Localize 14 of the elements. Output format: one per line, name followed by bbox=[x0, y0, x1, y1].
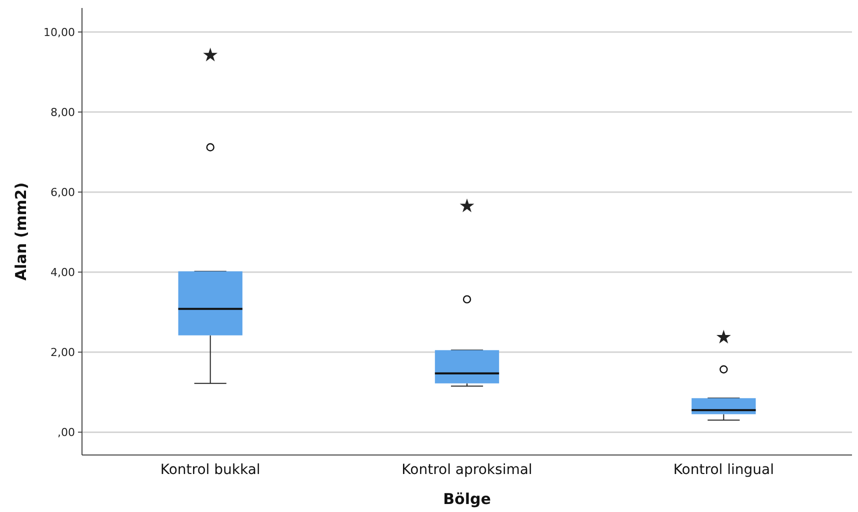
point bbox=[204, 48, 217, 61]
y-tick-label: ,00 bbox=[58, 426, 75, 440]
point bbox=[460, 200, 474, 212]
point bbox=[717, 330, 730, 343]
y-tick-label: 8,00 bbox=[50, 106, 75, 119]
y-tick-label: 4,00 bbox=[50, 266, 75, 279]
x-axis-title: Bölge bbox=[443, 490, 491, 508]
y-tick-label: 2,00 bbox=[50, 346, 75, 360]
y-tick-label: 6,00 bbox=[50, 186, 75, 199]
x-tick-label: Kontrol bukkal bbox=[160, 462, 260, 478]
y-axis-title: Alan (mm2) bbox=[12, 182, 30, 281]
y-tick-label: 10,00 bbox=[44, 26, 75, 39]
x-tick-label: Kontrol aproksimal bbox=[402, 462, 532, 478]
x-tick-label: Kontrol lingual bbox=[673, 462, 774, 478]
